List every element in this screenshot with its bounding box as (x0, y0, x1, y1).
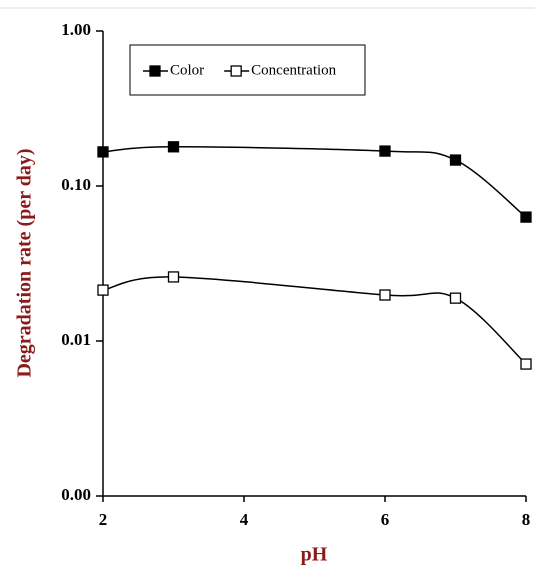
marker (449, 154, 462, 166)
series-line (102, 276, 527, 365)
x-tick-label: 8 (522, 510, 531, 529)
marker (379, 289, 391, 301)
y-tick-label: 0.01 (61, 330, 91, 349)
marker (449, 292, 462, 304)
x-tick-label: 2 (99, 510, 108, 529)
x-tick-label: 6 (381, 510, 390, 529)
x-axis-title: pH (301, 544, 328, 566)
legend-label: Color (170, 62, 204, 78)
marker (379, 145, 391, 157)
series-line (102, 146, 527, 218)
y-tick-label: 0.00 (61, 485, 91, 504)
marker (167, 141, 180, 153)
marker (97, 146, 109, 158)
legend-marker (230, 65, 242, 77)
x-tick-label: 4 (240, 510, 249, 529)
legend-marker (149, 65, 161, 77)
y-axis-title: Degradation rate (per day) (14, 148, 36, 377)
legend-box (129, 44, 366, 96)
marker (167, 271, 180, 283)
y-tick-label: 1.00 (61, 20, 91, 39)
legend-label: Concentration (251, 62, 336, 78)
y-tick-label: 0.10 (61, 175, 91, 194)
marker (520, 358, 532, 370)
marker (97, 284, 109, 296)
marker (520, 211, 532, 223)
